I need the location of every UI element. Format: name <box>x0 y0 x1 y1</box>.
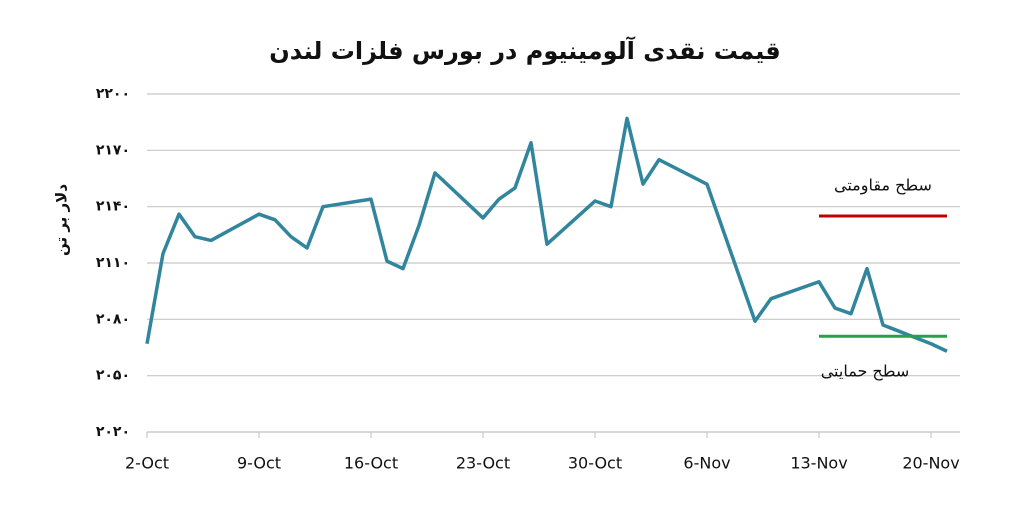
x-tick-label: 13-Nov <box>790 454 847 473</box>
x-tick-label: 6-Nov <box>683 454 730 473</box>
y-axis-label: دلار بر تن <box>53 184 71 256</box>
y-tick-label: ۲۰۵۰ <box>96 368 130 384</box>
x-tick-label: 20-Nov <box>902 454 959 473</box>
y-tick-label: ۲۲۰۰ <box>96 86 130 102</box>
x-tick-label: 16-Oct <box>344 454 398 473</box>
chart-title: قیمت نقدی آلومینیوم در بورس فلزات لندن <box>269 36 781 65</box>
y-tick-label: ۲۱۷۰ <box>96 142 130 158</box>
y-tick-label: ۲۰۸۰ <box>96 311 130 327</box>
x-tick-label: 23-Oct <box>456 454 510 473</box>
y-tick-label: ۲۰۲۰ <box>96 424 130 440</box>
price-line <box>145 116 948 353</box>
level-label: سطح مقاومتی <box>834 176 932 196</box>
x-tick-label: 2-Oct <box>125 454 169 473</box>
y-tick-label: ۲۱۱۰ <box>96 255 130 271</box>
level-label: سطح حمایتی <box>821 362 910 382</box>
x-tick-label: 30-Oct <box>568 454 622 473</box>
y-tick-label: ۲۱۴۰ <box>96 199 130 215</box>
x-tick-label: 9-Oct <box>237 454 281 473</box>
